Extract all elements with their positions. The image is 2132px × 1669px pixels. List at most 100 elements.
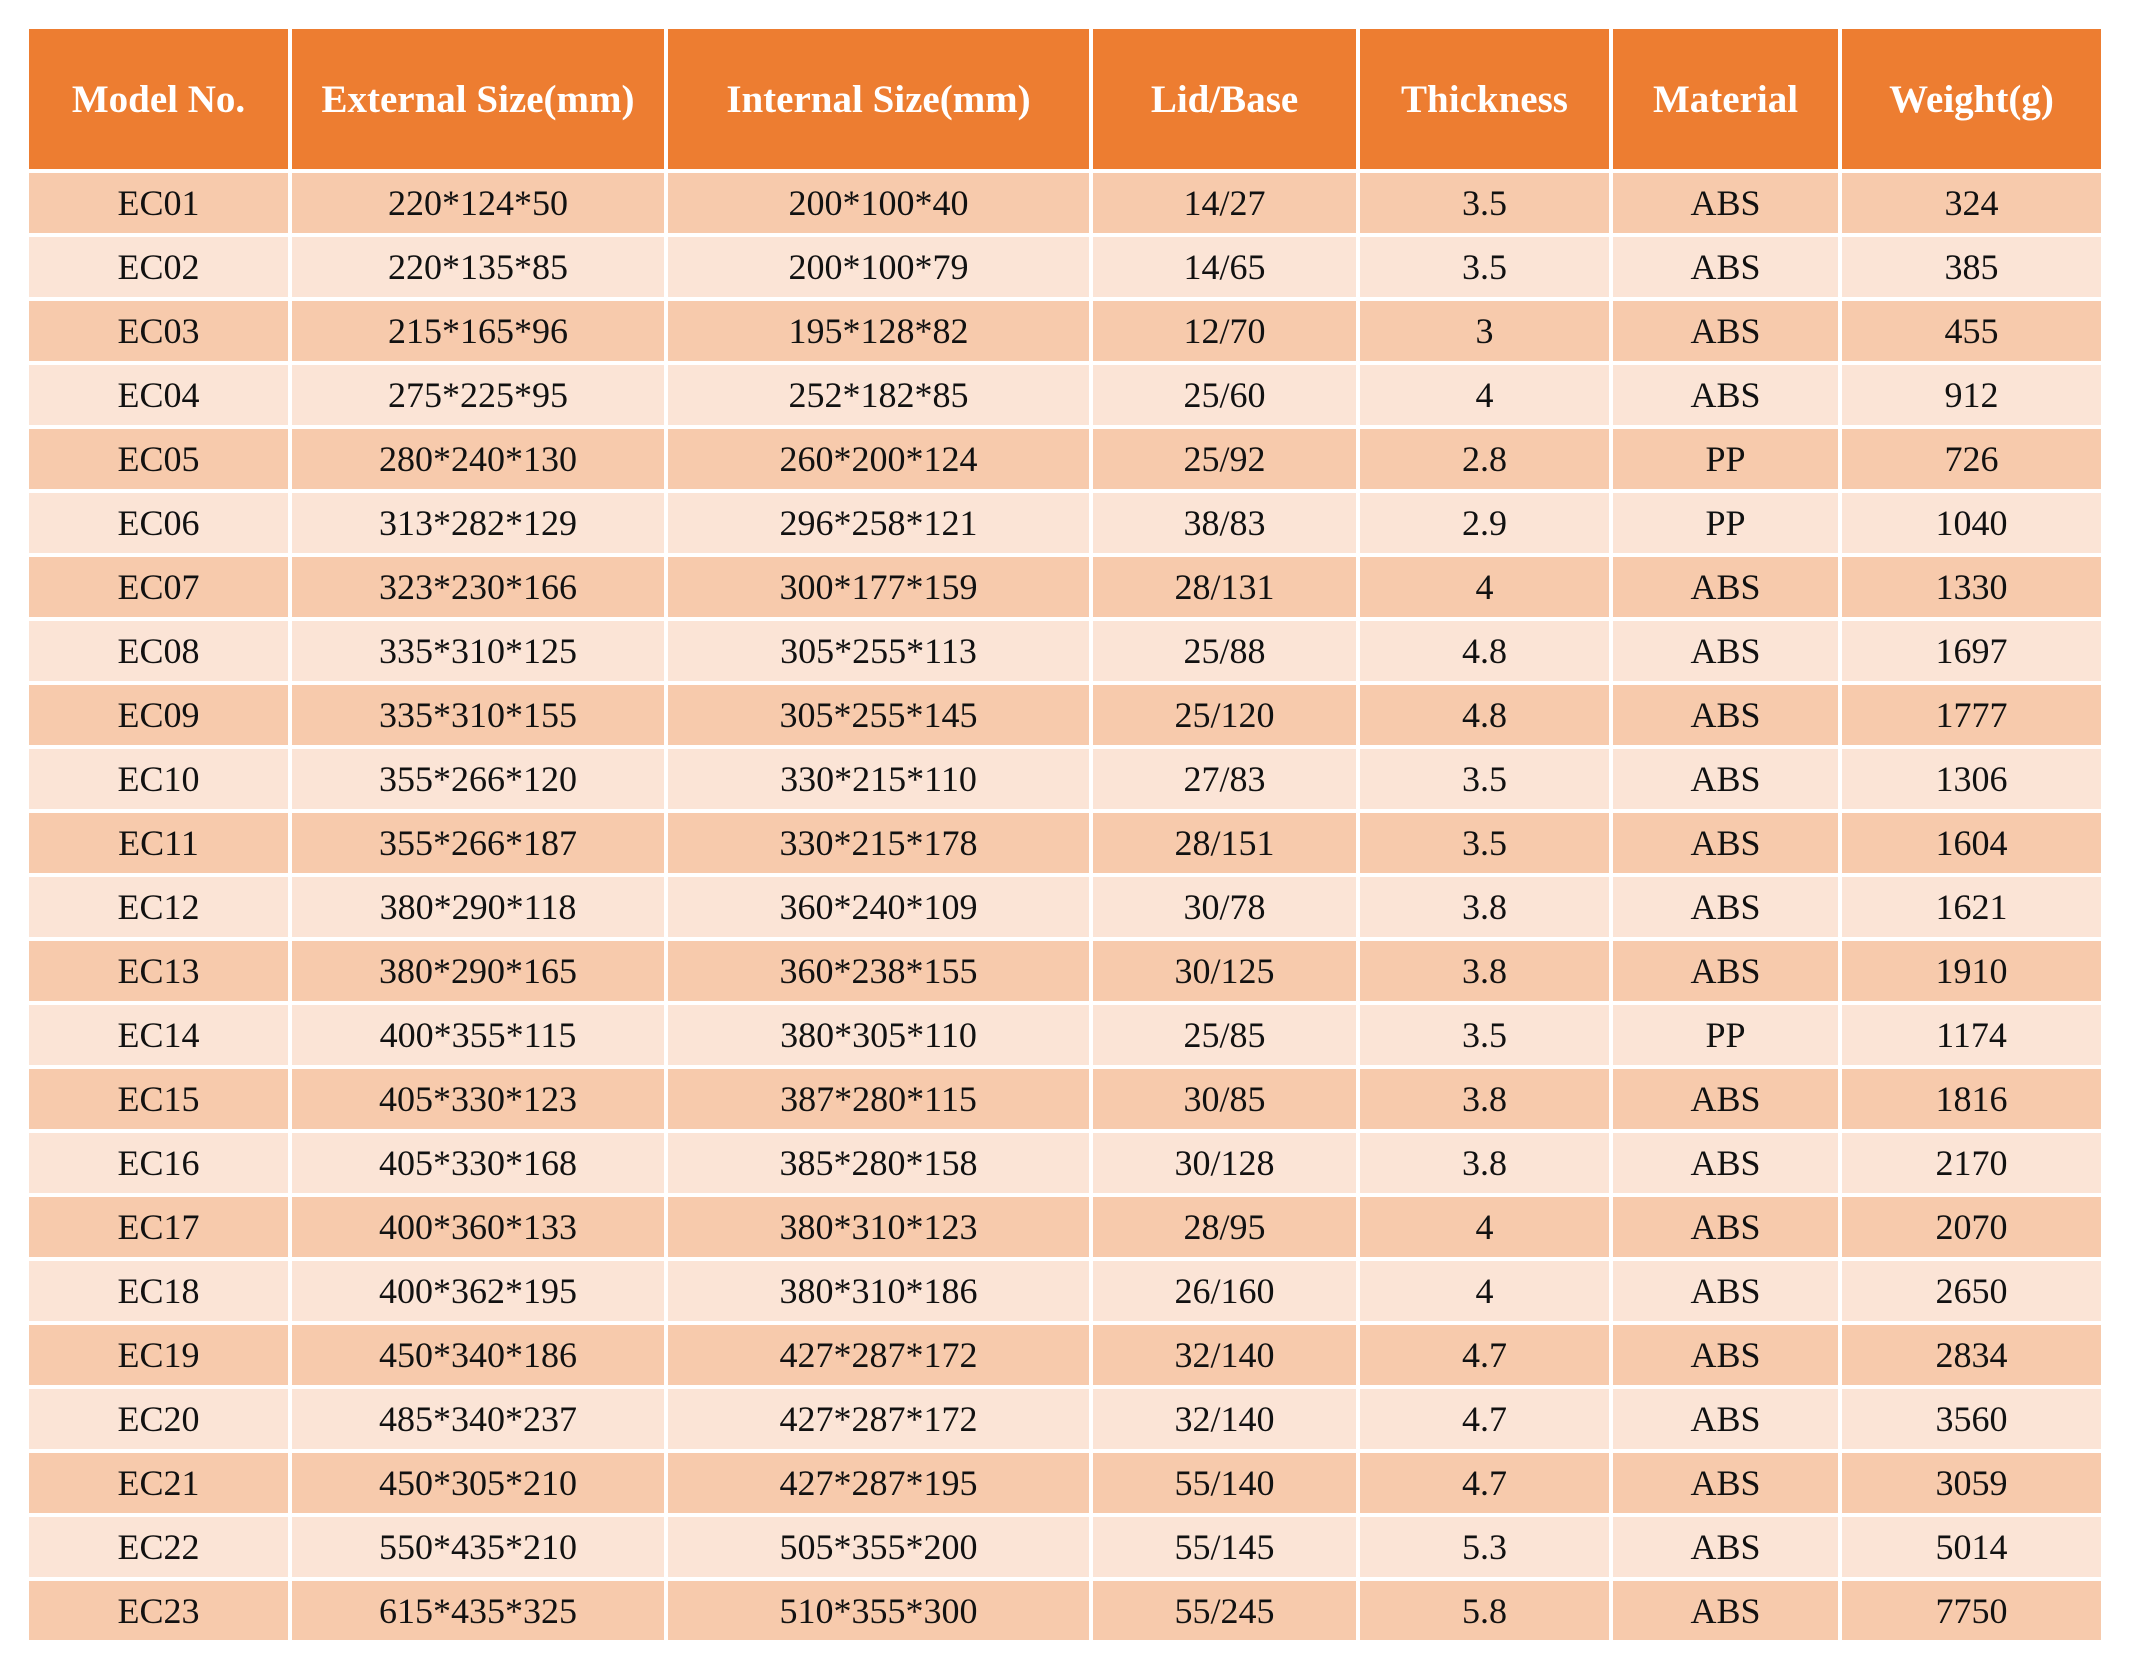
internal-size-cell: 427*287*172 <box>668 1325 1089 1385</box>
external-size-cell: 220*135*85 <box>292 237 664 297</box>
model-cell: EC21 <box>29 1453 288 1513</box>
model-cell: EC13 <box>29 941 288 1001</box>
internal-size-cell: 505*355*200 <box>668 1517 1089 1577</box>
internal-size-cell: 296*258*121 <box>668 493 1089 553</box>
thickness-cell: 4 <box>1360 557 1609 617</box>
weight-cell: 1040 <box>1842 493 2101 553</box>
external-size-cell: 450*305*210 <box>292 1453 664 1513</box>
table-row: EC07 323*230*166 300*177*159 28/131 4 ABS 1330 <box>29 557 2101 617</box>
lid-base-cell: 12/70 <box>1093 301 1356 361</box>
external-size-cell: 400*360*133 <box>292 1197 664 1257</box>
table-row: EC01 220*124*50 200*100*40 14/27 3.5 ABS 324 <box>29 173 2101 233</box>
external-size-cell: 313*282*129 <box>292 493 664 553</box>
weight-cell: 1777 <box>1842 685 2101 745</box>
weight-cell: 324 <box>1842 173 2101 233</box>
header-external-size: External Size(mm) <box>292 29 664 169</box>
lid-base-cell: 38/83 <box>1093 493 1356 553</box>
material-cell: ABS <box>1613 1453 1838 1513</box>
table-row: EC05 280*240*130 260*200*124 25/92 2.8 PP 726 <box>29 429 2101 489</box>
thickness-cell: 4 <box>1360 1261 1609 1321</box>
lid-base-cell: 55/140 <box>1093 1453 1356 1513</box>
external-size-cell: 450*340*186 <box>292 1325 664 1385</box>
lid-base-cell: 32/140 <box>1093 1389 1356 1449</box>
table-header: Model No. External Size(mm) Internal Siz… <box>29 29 2101 169</box>
weight-cell: 726 <box>1842 429 2101 489</box>
header-material: Material <box>1613 29 1838 169</box>
weight-cell: 385 <box>1842 237 2101 297</box>
material-cell: ABS <box>1613 237 1838 297</box>
internal-size-cell: 200*100*40 <box>668 173 1089 233</box>
external-size-cell: 335*310*155 <box>292 685 664 745</box>
header-thickness: Thickness <box>1360 29 1609 169</box>
table-body: EC01 220*124*50 200*100*40 14/27 3.5 ABS 324 EC… <box>29 173 2101 1640</box>
internal-size-cell: 305*255*145 <box>668 685 1089 745</box>
weight-cell: 5014 <box>1842 1517 2101 1577</box>
material-cell: PP <box>1613 1005 1838 1065</box>
header-model-no: Model No. <box>29 29 288 169</box>
thickness-cell: 4.7 <box>1360 1325 1609 1385</box>
thickness-cell: 4.8 <box>1360 685 1609 745</box>
model-cell: EC08 <box>29 621 288 681</box>
table-row: EC16 405*330*168 385*280*158 30/128 3.8 ABS 21… <box>29 1133 2101 1193</box>
table-row: EC18 400*362*195 380*310*186 26/160 4 ABS 2650 <box>29 1261 2101 1321</box>
internal-size-cell: 380*305*110 <box>668 1005 1089 1065</box>
material-cell: ABS <box>1613 941 1838 1001</box>
external-size-cell: 335*310*125 <box>292 621 664 681</box>
lid-base-cell: 30/125 <box>1093 941 1356 1001</box>
material-cell: ABS <box>1613 685 1838 745</box>
model-cell: EC17 <box>29 1197 288 1257</box>
model-cell: EC23 <box>29 1581 288 1640</box>
internal-size-cell: 427*287*172 <box>668 1389 1089 1449</box>
model-cell: EC14 <box>29 1005 288 1065</box>
thickness-cell: 4.7 <box>1360 1453 1609 1513</box>
weight-cell: 2170 <box>1842 1133 2101 1193</box>
external-size-cell: 405*330*168 <box>292 1133 664 1193</box>
thickness-cell: 3.8 <box>1360 1069 1609 1129</box>
model-cell: EC09 <box>29 685 288 745</box>
thickness-cell: 3.8 <box>1360 1133 1609 1193</box>
internal-size-cell: 427*287*195 <box>668 1453 1089 1513</box>
thickness-cell: 3.5 <box>1360 173 1609 233</box>
external-size-cell: 355*266*187 <box>292 813 664 873</box>
spec-table: Model No. External Size(mm) Internal Siz… <box>29 29 2105 1640</box>
weight-cell: 2650 <box>1842 1261 2101 1321</box>
table-row: EC22 550*435*210 505*355*200 55/145 5.3 ABS 50… <box>29 1517 2101 1577</box>
model-cell: EC12 <box>29 877 288 937</box>
material-cell: ABS <box>1613 1325 1838 1385</box>
internal-size-cell: 380*310*123 <box>668 1197 1089 1257</box>
lid-base-cell: 14/27 <box>1093 173 1356 233</box>
material-cell: ABS <box>1613 557 1838 617</box>
external-size-cell: 405*330*123 <box>292 1069 664 1129</box>
weight-cell: 3560 <box>1842 1389 2101 1449</box>
external-size-cell: 275*225*95 <box>292 365 664 425</box>
internal-size-cell: 360*240*109 <box>668 877 1089 937</box>
material-cell: PP <box>1613 429 1838 489</box>
internal-size-cell: 385*280*158 <box>668 1133 1089 1193</box>
external-size-cell: 550*435*210 <box>292 1517 664 1577</box>
internal-size-cell: 330*215*110 <box>668 749 1089 809</box>
external-size-cell: 380*290*118 <box>292 877 664 937</box>
material-cell: ABS <box>1613 813 1838 873</box>
thickness-cell: 5.8 <box>1360 1581 1609 1640</box>
table-row: EC03 215*165*96 195*128*82 12/70 3 ABS 455 <box>29 301 2101 361</box>
weight-cell: 1330 <box>1842 557 2101 617</box>
external-size-cell: 355*266*120 <box>292 749 664 809</box>
thickness-cell: 5.3 <box>1360 1517 1609 1577</box>
lid-base-cell: 28/151 <box>1093 813 1356 873</box>
table-row: EC02 220*135*85 200*100*79 14/65 3.5 ABS 385 <box>29 237 2101 297</box>
model-cell: EC20 <box>29 1389 288 1449</box>
table-row: EC09 335*310*155 305*255*145 25/120 4.8 ABS 17… <box>29 685 2101 745</box>
model-cell: EC22 <box>29 1517 288 1577</box>
weight-cell: 1816 <box>1842 1069 2101 1129</box>
lid-base-cell: 25/60 <box>1093 365 1356 425</box>
model-cell: EC07 <box>29 557 288 617</box>
thickness-cell: 3 <box>1360 301 1609 361</box>
lid-base-cell: 32/140 <box>1093 1325 1356 1385</box>
weight-cell: 1910 <box>1842 941 2101 1001</box>
table-row: EC14 400*355*115 380*305*110 25/85 3.5 PP 1174 <box>29 1005 2101 1065</box>
model-cell: EC15 <box>29 1069 288 1129</box>
lid-base-cell: 25/120 <box>1093 685 1356 745</box>
lid-base-cell: 25/88 <box>1093 621 1356 681</box>
external-size-cell: 400*355*115 <box>292 1005 664 1065</box>
weight-cell: 1306 <box>1842 749 2101 809</box>
